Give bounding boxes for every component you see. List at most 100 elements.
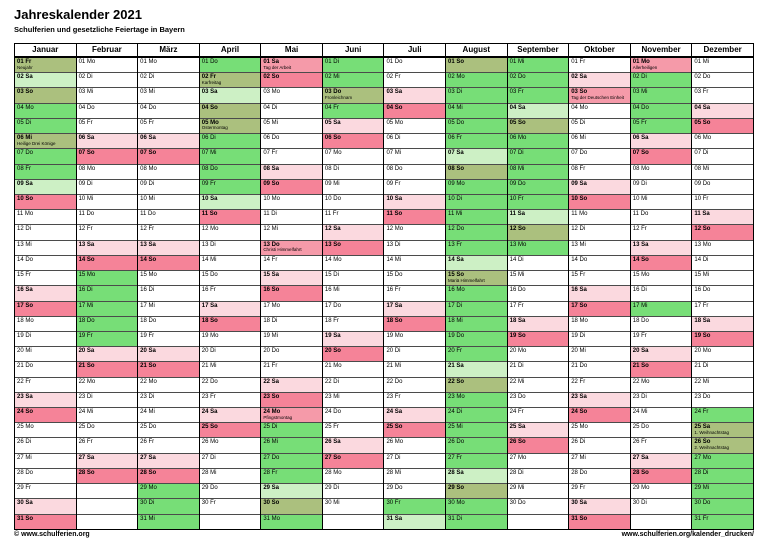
day-label: 11 Sa	[694, 211, 710, 218]
day-label: 28 So	[140, 469, 157, 476]
day-cell: 11 Do	[630, 209, 692, 225]
month-header: November	[630, 44, 692, 58]
day-label: 30 Mi	[324, 500, 340, 507]
day-cell: 30 So	[261, 498, 322, 514]
day-label: 28 So	[78, 469, 95, 476]
day-label: 26 Di	[17, 439, 32, 446]
day-cell: 12 Di	[569, 224, 630, 240]
month-header: März	[138, 44, 199, 58]
day-label: 23 Sa	[571, 393, 587, 400]
day-cell: 27 Mo	[507, 452, 569, 468]
day-cell: 16 Fr	[199, 285, 261, 301]
day-label: 20 Sa	[78, 348, 95, 355]
day-label: 17 Mo	[263, 302, 280, 309]
day-cell: 26 Di	[569, 437, 630, 453]
day-cell: 11 Di	[261, 209, 322, 225]
day-label: 03 Sa	[386, 89, 403, 96]
day-label: 10 Mi	[78, 195, 94, 202]
day-cell: 08 Di	[322, 163, 384, 179]
day-label: 29 Mo	[632, 485, 650, 492]
day-label: 04 Mi	[448, 104, 463, 111]
day-cell: 28 Fr	[261, 467, 322, 484]
day-label: 16 So	[263, 287, 280, 294]
day-label: 06 Mi	[17, 135, 33, 142]
day-cell: 29 Do	[384, 483, 446, 499]
day-label: 06 So	[324, 135, 341, 142]
day-label: 24 Sa	[386, 409, 403, 416]
day-cell: 04 Sa	[692, 102, 753, 118]
day-label: 11 So	[386, 211, 403, 218]
day-label: 16 Do	[509, 287, 526, 294]
day-label: 06 Sa	[140, 135, 156, 142]
day-label: 22 Mi	[509, 378, 525, 385]
day-label: 01 Do	[201, 59, 218, 65]
day-label: 27 Fr	[448, 454, 463, 461]
day-label: 28 Di	[694, 469, 709, 476]
day-cell: 12 Mo	[384, 224, 446, 240]
day-label: 28 So	[632, 469, 649, 476]
day-cell: 10 Sa	[384, 193, 446, 210]
day-label: 13 Di	[201, 241, 216, 248]
day-label: 12 Di	[17, 226, 32, 233]
day-label: 19 Mo	[386, 332, 404, 339]
day-cell: 01 Mo Allerheiligen	[630, 58, 692, 73]
day-label: 16 Fr	[386, 287, 401, 294]
day-label: 15 Fr	[17, 272, 32, 279]
day-cell: 11 So	[199, 209, 261, 225]
day-cell: 08 Do	[384, 163, 446, 179]
day-label: 05 Di	[17, 119, 32, 126]
footer-print-url: www.schulferien.org/kalender_drucken/	[621, 531, 754, 538]
day-cell: 03 Fr	[692, 87, 753, 103]
day-label: 09 Do	[694, 180, 711, 187]
day-label: 02 Di	[78, 74, 93, 81]
day-label: 05 Fr	[78, 119, 93, 126]
day-cell: 01 Di	[322, 58, 384, 73]
day-cell: 05 Fr	[76, 117, 138, 134]
day-label: 27 Di	[386, 454, 401, 461]
day-cell: 30 Do	[507, 498, 569, 514]
day-label: 19 So	[694, 332, 711, 339]
day-cell: 09 Di	[76, 178, 138, 194]
day-label: 06 Mo	[694, 135, 712, 142]
day-cell: 21 Mi	[384, 361, 446, 377]
day-cell: 09 Fr	[199, 178, 261, 194]
day-cell: 05 Di	[569, 117, 630, 134]
day-label: 14 Di	[509, 256, 524, 263]
day-cell: 04 Do	[138, 102, 199, 118]
day-label: 04 So	[201, 104, 218, 111]
day-label: 10 Sa	[201, 195, 218, 202]
day-cell: 08 Mo	[138, 163, 199, 179]
day-cell: 22 Mo	[630, 376, 692, 392]
day-cell: 12 Fr	[76, 224, 138, 240]
day-cell: 28 Mo	[322, 467, 384, 484]
day-cell: 21 Do	[569, 361, 630, 377]
day-cell: 30 Mi	[322, 498, 384, 514]
day-cell: 16 Sa	[15, 285, 76, 301]
day-label: 20 Di	[386, 348, 401, 355]
day-cell: 29 So	[446, 483, 507, 499]
day-label: 31 Di	[448, 515, 463, 522]
day-label: 12 So	[509, 226, 526, 233]
day-cell: 05 Fr	[630, 117, 692, 134]
day-label: 31 Fr	[694, 515, 709, 522]
day-label: 29 Fr	[17, 485, 32, 492]
day-label: 30 Do	[509, 500, 526, 507]
day-label: 04 Fr	[324, 104, 339, 111]
day-cell: 08 So	[446, 163, 507, 179]
month-column-märz: März 01 Mo 02 Di 03 Mi 04 Do 05 Fr 06 Sa 07 So 0…	[137, 44, 199, 529]
day-label: 19 So	[509, 332, 526, 339]
day-label: 18 Sa	[509, 317, 526, 324]
day-cell: 27 Mi	[569, 452, 630, 468]
day-cell: 31 So	[569, 513, 630, 529]
day-label: 26 So	[509, 439, 526, 446]
day-cell: 23 Do	[507, 391, 569, 408]
day-label: 30 Di	[140, 500, 155, 507]
day-label: 02 Fr	[386, 74, 401, 81]
day-cell: 05 So	[692, 117, 753, 134]
day-label: 31 Mi	[140, 515, 155, 522]
day-label: 14 So	[140, 256, 157, 263]
day-cell: 18 Mo	[15, 315, 76, 331]
day-label: 15 Mi	[509, 272, 525, 279]
day-label: 19 Mi	[263, 332, 278, 339]
day-cell: 14 Mi	[199, 254, 261, 271]
